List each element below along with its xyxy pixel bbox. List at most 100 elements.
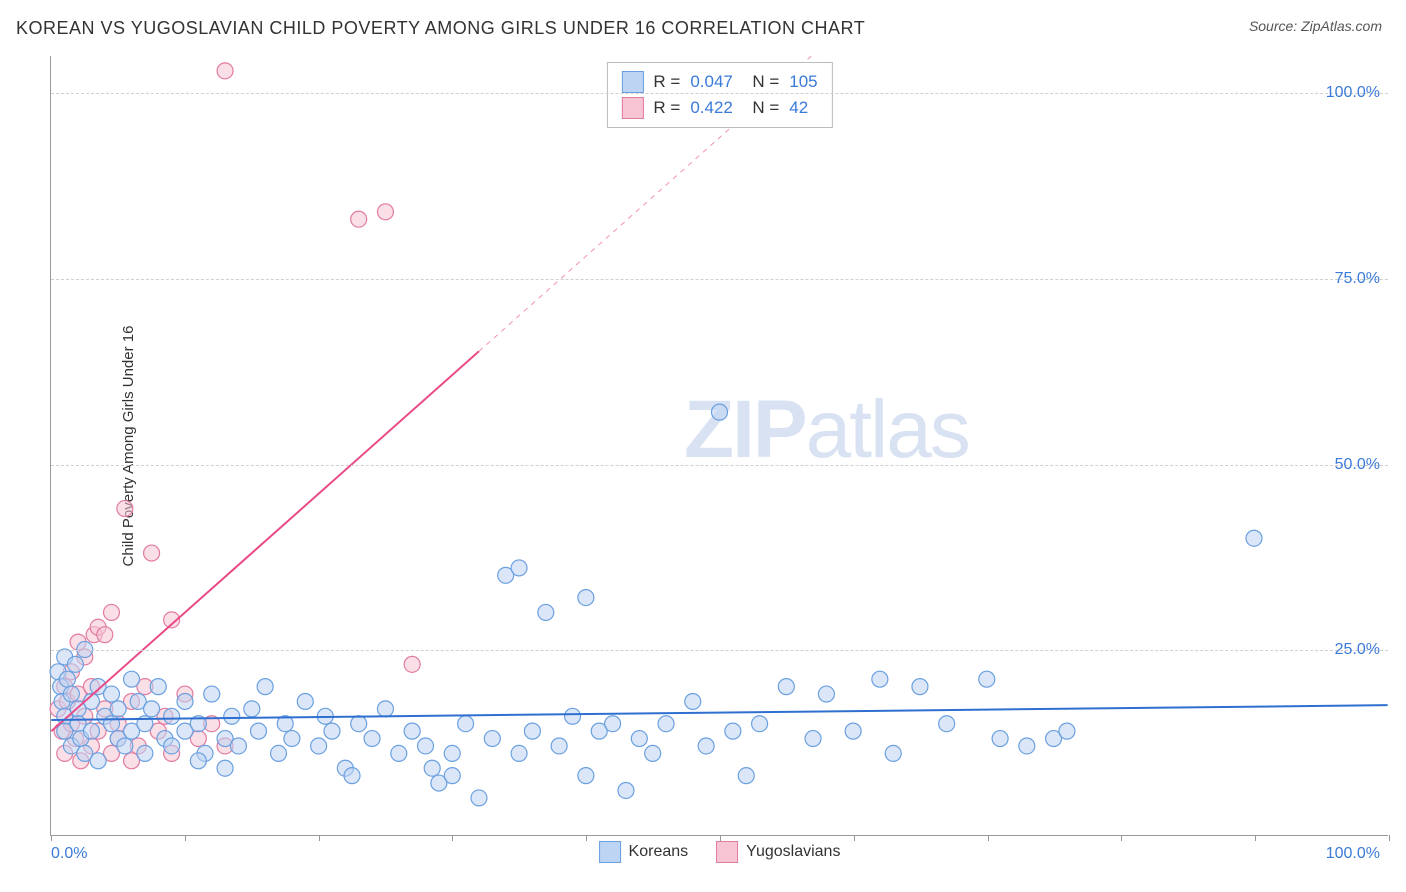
scatter-point xyxy=(818,686,834,702)
legend-bottom: Koreans Yugoslavians xyxy=(599,841,841,863)
scatter-point xyxy=(979,671,995,687)
scatter-point xyxy=(63,686,79,702)
scatter-point xyxy=(204,686,220,702)
scatter-point xyxy=(912,679,928,695)
scatter-point xyxy=(83,723,99,739)
scatter-point xyxy=(250,723,266,739)
corr-row-koreans: R = 0.047 N = 105 xyxy=(621,69,817,95)
scatter-point xyxy=(104,686,120,702)
scatter-point xyxy=(67,656,83,672)
scatter-point xyxy=(524,723,540,739)
scatter-point xyxy=(311,738,327,754)
trend-line-solid xyxy=(51,351,479,731)
legend-swatch-koreans xyxy=(599,841,621,863)
y-tick-label: 100.0% xyxy=(1326,84,1380,102)
scatter-point xyxy=(351,716,367,732)
scatter-point xyxy=(164,708,180,724)
scatter-point xyxy=(217,63,233,79)
scatter-point xyxy=(778,679,794,695)
scatter-point xyxy=(471,790,487,806)
scatter-point xyxy=(1019,738,1035,754)
scatter-point xyxy=(177,693,193,709)
scatter-point xyxy=(190,753,206,769)
scatter-point xyxy=(224,708,240,724)
scatter-point xyxy=(351,211,367,227)
chart-plot-area: ZIPatlas R = 0.047 N = 105 R = 0.422 N =… xyxy=(50,56,1388,836)
y-tick-label: 50.0% xyxy=(1335,456,1380,474)
scatter-point xyxy=(164,738,180,754)
scatter-point xyxy=(618,782,634,798)
scatter-point xyxy=(738,768,754,784)
scatter-point xyxy=(364,731,380,747)
scatter-point xyxy=(90,753,106,769)
scatter-point xyxy=(257,679,273,695)
scatter-point xyxy=(418,738,434,754)
scatter-point xyxy=(377,204,393,220)
scatter-point xyxy=(117,501,133,517)
scatter-point xyxy=(97,627,113,643)
x-tick-label: 100.0% xyxy=(1326,845,1380,863)
legend-label-yugoslavians: Yugoslavians xyxy=(746,843,840,861)
scatter-point xyxy=(685,693,701,709)
scatter-plot-svg xyxy=(51,56,1388,835)
scatter-point xyxy=(104,604,120,620)
scatter-point xyxy=(324,723,340,739)
scatter-point xyxy=(271,745,287,761)
scatter-point xyxy=(1246,530,1262,546)
scatter-point xyxy=(424,760,440,776)
scatter-point xyxy=(217,760,233,776)
x-tick-label: 0.0% xyxy=(51,845,87,863)
scatter-point xyxy=(551,738,567,754)
scatter-point xyxy=(631,731,647,747)
scatter-point xyxy=(444,768,460,784)
scatter-point xyxy=(805,731,821,747)
legend-label-koreans: Koreans xyxy=(629,843,689,861)
scatter-point xyxy=(458,716,474,732)
scatter-point xyxy=(117,738,133,754)
scatter-point xyxy=(444,745,460,761)
scatter-point xyxy=(110,701,126,717)
scatter-point xyxy=(144,701,160,717)
swatch-yugoslavians xyxy=(621,97,643,119)
scatter-point xyxy=(578,768,594,784)
scatter-point xyxy=(144,545,160,561)
correlation-stats-box: R = 0.047 N = 105 R = 0.422 N = 42 xyxy=(606,62,832,128)
scatter-point xyxy=(565,708,581,724)
scatter-point xyxy=(377,701,393,717)
scatter-point xyxy=(725,723,741,739)
source-attribution: Source: ZipAtlas.com xyxy=(1249,18,1382,34)
scatter-point xyxy=(230,738,246,754)
scatter-point xyxy=(845,723,861,739)
scatter-point xyxy=(484,731,500,747)
scatter-point xyxy=(284,731,300,747)
scatter-point xyxy=(124,671,140,687)
scatter-point xyxy=(658,716,674,732)
scatter-point xyxy=(297,693,313,709)
scatter-point xyxy=(244,701,260,717)
scatter-point xyxy=(885,745,901,761)
legend-item-yugoslavians: Yugoslavians xyxy=(716,841,840,863)
scatter-point xyxy=(992,731,1008,747)
scatter-point xyxy=(511,560,527,576)
scatter-point xyxy=(344,768,360,784)
scatter-point xyxy=(712,404,728,420)
legend-item-koreans: Koreans xyxy=(599,841,689,863)
scatter-point xyxy=(137,745,153,761)
chart-title: KOREAN VS YUGOSLAVIAN CHILD POVERTY AMON… xyxy=(16,18,865,39)
scatter-point xyxy=(404,656,420,672)
scatter-point xyxy=(511,745,527,761)
scatter-point xyxy=(872,671,888,687)
scatter-point xyxy=(404,723,420,739)
y-tick-label: 75.0% xyxy=(1335,270,1380,288)
corr-row-yugoslavians: R = 0.422 N = 42 xyxy=(621,95,817,121)
scatter-point xyxy=(645,745,661,761)
scatter-point xyxy=(578,590,594,606)
scatter-point xyxy=(59,671,75,687)
y-tick-label: 25.0% xyxy=(1335,641,1380,659)
legend-swatch-yugoslavians xyxy=(716,841,738,863)
scatter-point xyxy=(1059,723,1075,739)
scatter-point xyxy=(698,738,714,754)
scatter-point xyxy=(104,716,120,732)
scatter-point xyxy=(605,716,621,732)
scatter-point xyxy=(752,716,768,732)
